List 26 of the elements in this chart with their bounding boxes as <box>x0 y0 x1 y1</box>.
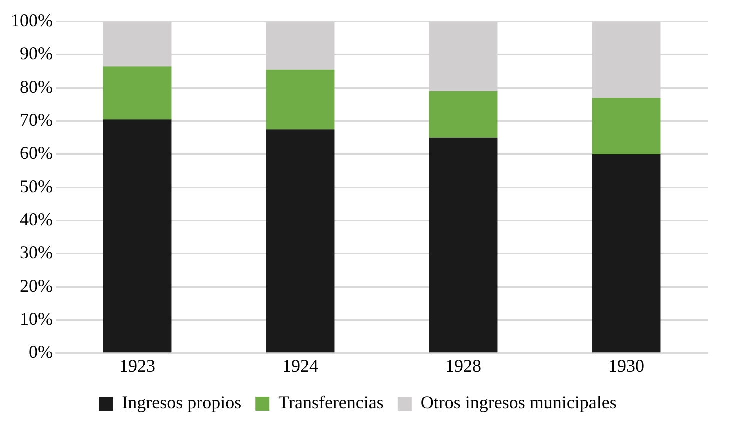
bar <box>429 91 498 138</box>
legend-label: Ingresos propios <box>122 392 242 413</box>
legend-label: Otros ingresos municipales <box>420 392 617 413</box>
bar <box>103 66 172 120</box>
y-tick-label: 100% <box>10 10 53 31</box>
y-tick-label: 80% <box>20 76 53 97</box>
y-tick-label: 40% <box>20 209 53 230</box>
bar <box>592 154 661 353</box>
y-tick-label: 60% <box>20 143 53 164</box>
y-tick-label: 20% <box>20 276 53 296</box>
x-tick-label: 1930 <box>608 356 644 376</box>
x-tick-label: 1928 <box>446 356 482 376</box>
bar <box>103 120 172 353</box>
y-tick-label: 70% <box>20 110 53 130</box>
x-tick-label: 1923 <box>119 356 156 376</box>
y-tick-label: 0% <box>28 342 53 362</box>
bar <box>429 138 498 353</box>
bar <box>266 70 335 130</box>
x-tick-label: 1924 <box>282 356 318 376</box>
bar <box>266 130 335 353</box>
y-tick-label: 50% <box>20 176 53 196</box>
y-tick-label: 90% <box>20 44 53 64</box>
y-tick-label: 10% <box>20 308 53 329</box>
legend-label: Transferencias <box>278 392 384 413</box>
bar <box>592 98 661 154</box>
y-tick-label: 30% <box>20 242 53 263</box>
